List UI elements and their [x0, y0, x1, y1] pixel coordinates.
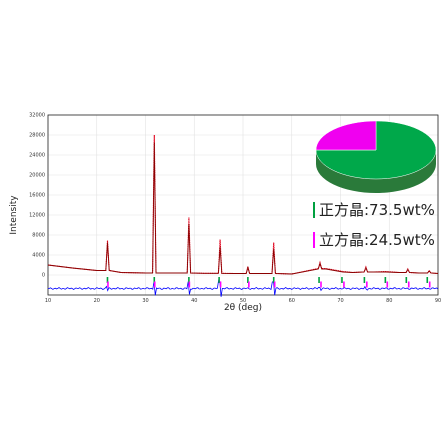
x-tick-label: 90	[435, 298, 441, 304]
reflection-tick-cubic	[343, 281, 345, 288]
difference-curve	[48, 279, 439, 297]
x-axis-title: 2θ (deg)	[224, 303, 262, 313]
plot-frame	[47, 114, 439, 296]
legend: 正方晶:73.5wt% 立方晶:24.5wt%	[313, 201, 435, 249]
x-tick-label: 30	[142, 298, 148, 304]
reflection-tick-tetragonal	[106, 277, 109, 283]
difference-curve-group	[48, 279, 439, 297]
pie-slice	[315, 120, 437, 180]
x-tick-label: 70	[337, 298, 343, 304]
x-tick-label: 10	[45, 298, 51, 304]
reflection-tick-cubic	[386, 281, 389, 288]
pie-side	[316, 150, 436, 193]
legend-swatch-tetragonal	[313, 202, 315, 218]
reflection-tick-tetragonal	[218, 277, 220, 283]
reflection-tick-cubic	[188, 281, 191, 288]
x-tick-label: 50	[240, 298, 246, 304]
y-tick-labels: 0 4000 8000 12000 16000 20000 24000 28000 32000	[29, 113, 45, 279]
y-tick-label: 8000	[32, 233, 45, 239]
reflection-tick-tetragonal	[318, 277, 320, 283]
y-tick-label: 20000	[29, 173, 45, 179]
reflection-tick-tetragonal	[153, 277, 156, 283]
reflection-tick-tetragonal	[363, 277, 366, 283]
reflection-tick-tetragonal	[188, 277, 190, 283]
reflection-tick-tetragonal	[405, 277, 408, 283]
reflection-tick-tetragonal	[272, 277, 275, 283]
reflection-tick-cubic	[153, 281, 156, 288]
y-tick-label: 24000	[29, 153, 45, 159]
x-tick-labels: 10 20 30 40 50 60 70 80 90	[45, 298, 441, 304]
y-tick-label: 16000	[29, 193, 45, 199]
reflection-tick-tetragonal	[341, 277, 343, 283]
reflection-tick-cubic	[107, 281, 109, 288]
y-tick-label: 4000	[32, 253, 45, 259]
calculated-curve	[47, 142, 439, 275]
legend-text-cubic: 立方晶:24.5wt%	[319, 231, 435, 249]
reflection-tick-tetragonal	[426, 277, 429, 283]
reflection-tick-cubic	[219, 281, 222, 288]
pie-slice	[315, 120, 377, 151]
legend-swatch-cubic	[313, 232, 315, 248]
reflection-ticks	[106, 277, 431, 288]
reflection-tick-cubic	[407, 281, 410, 288]
reflection-tick-cubic	[428, 281, 431, 288]
calculated-curve-group	[47, 142, 439, 275]
y-tick-label: 0	[42, 273, 45, 279]
y-tick-label: 12000	[29, 213, 45, 219]
reflection-tick-cubic	[320, 281, 322, 288]
x-tick-label: 40	[191, 298, 197, 304]
y-tick-label: 32000	[29, 113, 45, 119]
legend-text-tetragonal: 正方晶:73.5wt%	[319, 201, 435, 219]
y-tick-label: 28000	[29, 133, 45, 139]
x-tick-label: 80	[386, 298, 392, 304]
y-axis-title: Intensity	[9, 195, 19, 235]
reflection-tick-tetragonal	[247, 277, 249, 283]
reflection-tick-tetragonal	[384, 277, 387, 283]
reflection-tick-cubic	[248, 281, 250, 288]
phase-fraction-pie	[315, 120, 437, 193]
reflection-tick-cubic	[273, 281, 276, 288]
reflection-tick-cubic	[366, 281, 368, 288]
x-tick-label: 60	[289, 298, 295, 304]
x-tick-label: 20	[94, 298, 100, 304]
